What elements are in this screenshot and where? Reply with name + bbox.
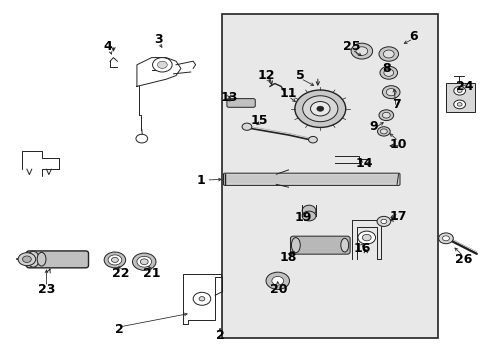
Text: 17: 17 xyxy=(389,210,407,222)
FancyBboxPatch shape xyxy=(290,236,349,254)
Circle shape xyxy=(357,231,375,244)
Circle shape xyxy=(157,61,167,68)
Circle shape xyxy=(132,253,156,270)
Text: 18: 18 xyxy=(279,251,297,264)
Text: 5: 5 xyxy=(296,69,305,82)
Circle shape xyxy=(453,100,465,109)
Circle shape xyxy=(265,272,289,289)
Circle shape xyxy=(316,106,323,111)
Circle shape xyxy=(362,234,370,241)
Circle shape xyxy=(386,89,395,96)
Ellipse shape xyxy=(302,211,315,221)
Bar xyxy=(222,14,437,338)
Text: 6: 6 xyxy=(408,30,417,42)
Text: 8: 8 xyxy=(381,62,390,75)
Circle shape xyxy=(442,236,448,241)
Circle shape xyxy=(379,66,397,79)
Circle shape xyxy=(308,136,317,143)
Circle shape xyxy=(242,123,251,130)
Circle shape xyxy=(378,47,398,61)
Text: 15: 15 xyxy=(250,114,267,127)
Circle shape xyxy=(456,89,461,93)
Text: 16: 16 xyxy=(352,242,370,255)
Ellipse shape xyxy=(37,252,46,266)
Circle shape xyxy=(355,47,367,55)
Text: 2: 2 xyxy=(115,323,124,336)
Circle shape xyxy=(382,86,399,99)
Circle shape xyxy=(271,276,283,285)
Circle shape xyxy=(377,127,389,136)
Circle shape xyxy=(140,259,148,265)
Ellipse shape xyxy=(302,205,315,216)
Text: 23: 23 xyxy=(38,283,55,296)
FancyBboxPatch shape xyxy=(223,173,399,185)
Circle shape xyxy=(378,110,393,121)
Circle shape xyxy=(456,103,461,106)
Circle shape xyxy=(350,43,372,59)
Ellipse shape xyxy=(27,251,39,267)
Circle shape xyxy=(382,112,389,118)
Circle shape xyxy=(193,292,210,305)
Circle shape xyxy=(108,255,122,265)
Circle shape xyxy=(18,253,36,266)
FancyBboxPatch shape xyxy=(445,83,474,112)
Text: 9: 9 xyxy=(369,120,378,132)
Circle shape xyxy=(199,297,204,301)
Circle shape xyxy=(310,102,329,116)
Text: 21: 21 xyxy=(142,267,160,280)
Text: 4: 4 xyxy=(103,40,112,53)
Circle shape xyxy=(152,58,172,72)
Circle shape xyxy=(111,257,118,262)
Text: 22: 22 xyxy=(112,267,129,280)
FancyBboxPatch shape xyxy=(26,251,88,268)
Text: 19: 19 xyxy=(294,211,311,224)
Circle shape xyxy=(302,96,337,122)
Text: 13: 13 xyxy=(220,91,237,104)
Ellipse shape xyxy=(340,238,348,252)
Text: 25: 25 xyxy=(343,40,360,53)
FancyBboxPatch shape xyxy=(226,99,255,107)
Circle shape xyxy=(380,129,386,134)
Circle shape xyxy=(136,134,147,143)
Text: 26: 26 xyxy=(454,253,471,266)
Circle shape xyxy=(376,216,390,226)
Circle shape xyxy=(294,90,345,127)
Text: 24: 24 xyxy=(455,80,472,93)
Text: 10: 10 xyxy=(389,138,407,150)
Circle shape xyxy=(383,50,393,58)
Text: 14: 14 xyxy=(355,157,372,170)
Circle shape xyxy=(383,69,393,76)
Circle shape xyxy=(380,219,386,224)
Circle shape xyxy=(22,256,31,262)
Circle shape xyxy=(438,233,452,244)
Text: 12: 12 xyxy=(257,69,275,82)
Text: 7: 7 xyxy=(391,98,400,111)
Circle shape xyxy=(104,252,125,268)
Text: 2: 2 xyxy=(215,329,224,342)
Ellipse shape xyxy=(291,238,300,253)
Text: 20: 20 xyxy=(269,283,287,296)
Text: 11: 11 xyxy=(279,87,297,100)
Circle shape xyxy=(137,256,151,267)
Text: 3: 3 xyxy=(154,33,163,46)
Circle shape xyxy=(453,86,465,95)
Text: 1: 1 xyxy=(196,174,205,186)
